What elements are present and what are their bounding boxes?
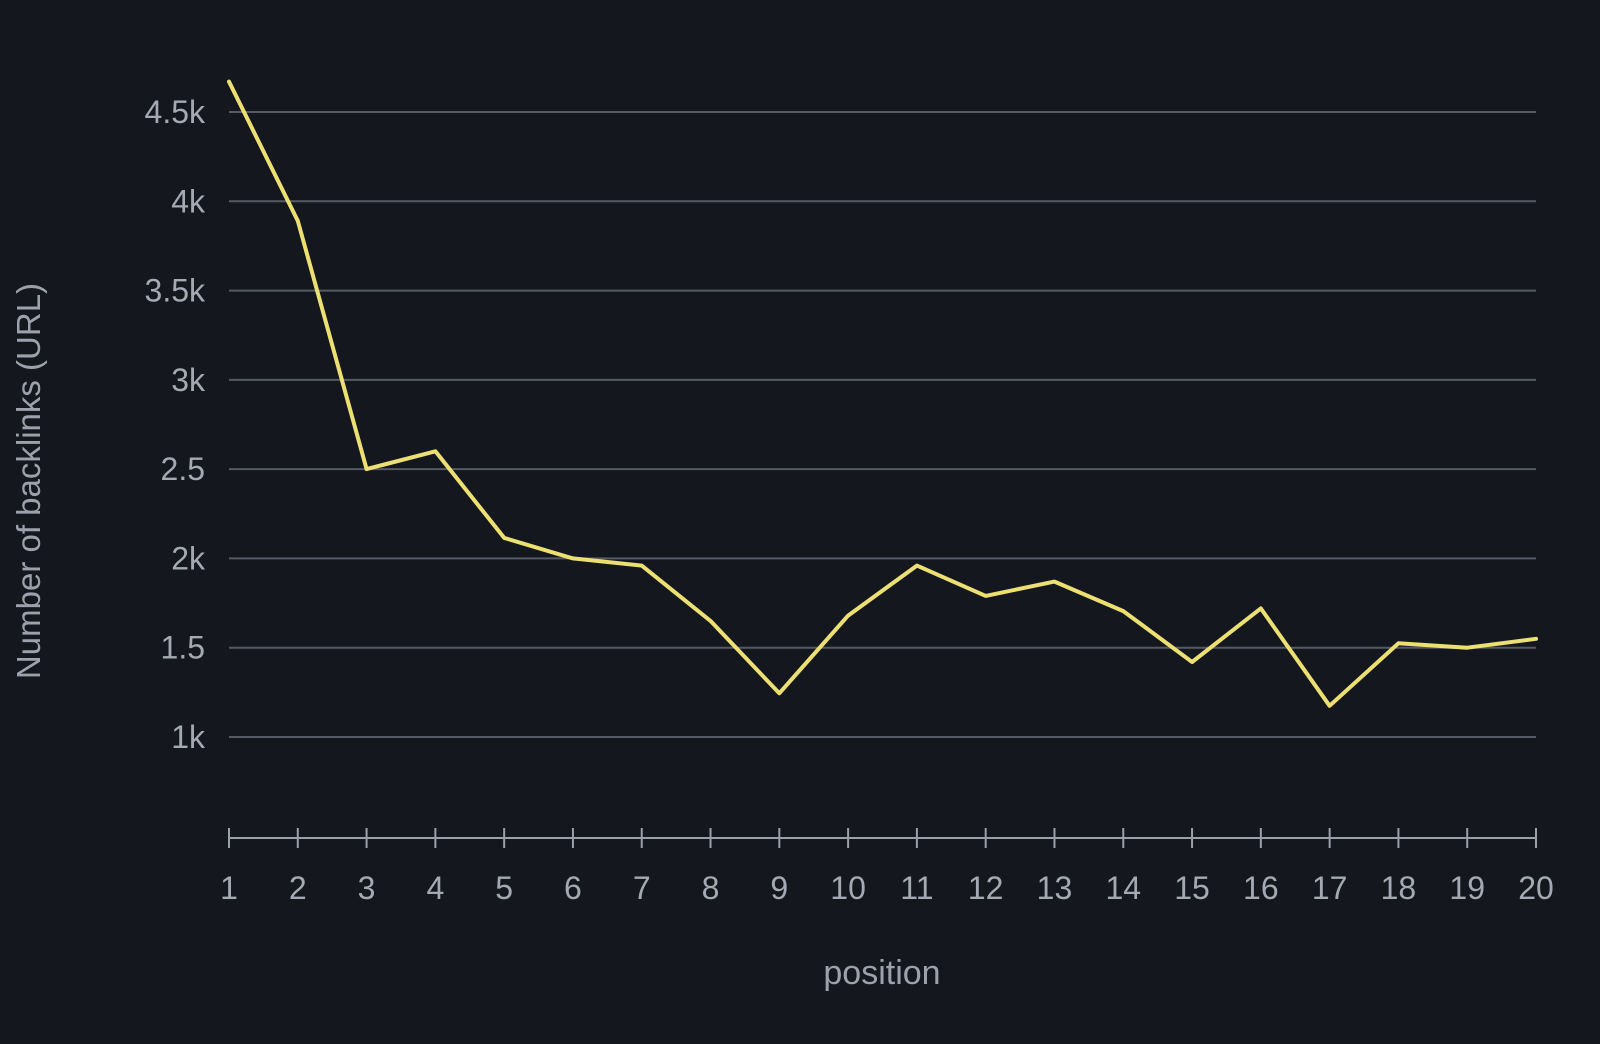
y-tick-label: 4k bbox=[171, 183, 206, 219]
x-tick-label: 3 bbox=[358, 870, 376, 906]
x-tick-label: 5 bbox=[495, 870, 513, 906]
x-tick-label: 7 bbox=[633, 870, 651, 906]
y-tick-label: 3.5k bbox=[145, 273, 206, 309]
x-tick-label: 16 bbox=[1243, 870, 1279, 906]
x-tick-label: 11 bbox=[900, 870, 933, 906]
y-tick-label: 3k bbox=[171, 362, 206, 398]
x-tick-label: 19 bbox=[1449, 870, 1485, 906]
x-tick-label: 13 bbox=[1037, 870, 1073, 906]
series-line bbox=[227, 79, 1538, 708]
y-tick-label: 1.5 bbox=[161, 630, 205, 666]
y-tick-label: 4.5k bbox=[145, 94, 206, 130]
x-tick-label: 8 bbox=[702, 870, 720, 906]
x-tick-label: 6 bbox=[564, 870, 582, 906]
x-tick-label: 2 bbox=[289, 870, 307, 906]
y-tick-label: 2.5 bbox=[161, 451, 205, 487]
x-tick-label: 10 bbox=[830, 870, 866, 906]
y-axis-title: Number of backlinks (URL) bbox=[10, 283, 47, 679]
x-tick-label: 17 bbox=[1312, 870, 1348, 906]
x-tick-label: 18 bbox=[1381, 870, 1417, 906]
y-tick-label: 1k bbox=[171, 719, 206, 755]
x-tick-label: 14 bbox=[1105, 870, 1141, 906]
x-tick-label: 15 bbox=[1174, 870, 1210, 906]
y-tick-label: 2k bbox=[171, 540, 206, 576]
x-tick-label: 12 bbox=[968, 870, 1004, 906]
x-axis-title: position bbox=[823, 954, 940, 992]
x-tick-label: 20 bbox=[1518, 870, 1554, 906]
x-tick-label: 4 bbox=[426, 870, 444, 906]
x-tick-label: 1 bbox=[220, 870, 238, 906]
x-tick-label: 9 bbox=[770, 870, 788, 906]
